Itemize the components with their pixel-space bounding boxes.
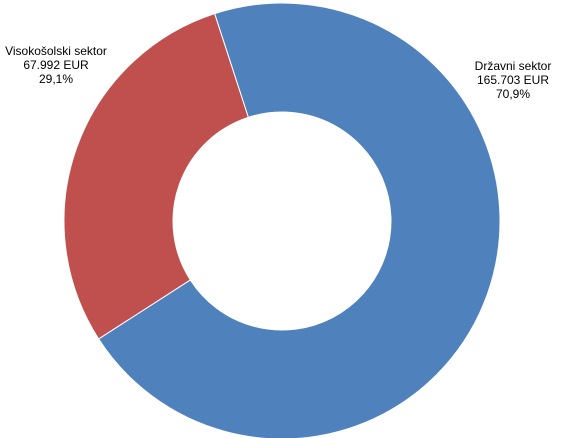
slice-value: 165.703 EUR [476, 73, 550, 87]
slice-name: Državni sektor [474, 59, 552, 73]
slice-value: 67.992 EUR [23, 58, 89, 72]
donut-slice-0 [97, 2, 501, 438]
donut-slice-1 [63, 13, 249, 340]
slice-percent: 70,9% [495, 87, 531, 101]
slice-label-visokosolski-sektor: Visokošolski sektor 67.992 EUR 29,1% [0, 44, 112, 86]
slice-label-drzavni-sektor: Državni sektor 165.703 EUR 70,9% [455, 59, 571, 101]
slice-name: Visokošolski sektor [5, 44, 107, 58]
slice-percent: 29,1% [38, 72, 74, 86]
donut-slices [63, 2, 501, 438]
